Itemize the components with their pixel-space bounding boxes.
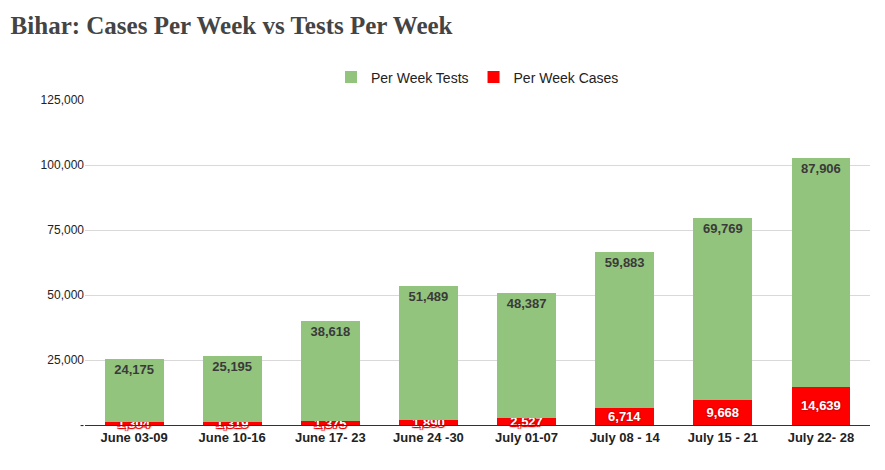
svg-text:July 22- 28: July 22- 28 (788, 430, 855, 445)
svg-text:June 10-16: June 10-16 (199, 430, 266, 445)
svg-text:Per Week Cases: Per Week Cases (514, 70, 619, 86)
svg-text:50,000: 50,000 (47, 288, 84, 302)
svg-text:59,883: 59,883 (605, 255, 645, 270)
svg-text:75,000: 75,000 (47, 223, 84, 237)
svg-text:100,000: 100,000 (41, 158, 85, 172)
svg-text:June 03-09: June 03-09 (100, 430, 167, 445)
svg-text:Bihar: Cases Per Week vs Tests: Bihar: Cases Per Week vs Tests Per Week (11, 12, 453, 39)
svg-text:1,319: 1,319 (216, 416, 249, 431)
svg-text:51,489: 51,489 (409, 289, 449, 304)
svg-text:1,890: 1,890 (412, 415, 445, 430)
svg-text:48,387: 48,387 (507, 296, 547, 311)
svg-text:24,175: 24,175 (114, 362, 154, 377)
svg-text:2,527: 2,527 (510, 414, 543, 429)
svg-text:69,769: 69,769 (703, 221, 743, 236)
svg-text:1,375: 1,375 (314, 416, 347, 431)
svg-text:6,714: 6,714 (608, 409, 641, 424)
svg-text:July 15 - 21: July 15 - 21 (688, 430, 758, 445)
svg-text:87,906: 87,906 (801, 161, 841, 176)
svg-text:Per Week Tests: Per Week Tests (371, 70, 469, 86)
svg-text:1,304: 1,304 (117, 416, 150, 431)
svg-text:38,618: 38,618 (310, 324, 350, 339)
svg-text:9,668: 9,668 (707, 405, 740, 420)
svg-text:-: - (80, 418, 84, 432)
svg-text:25,000: 25,000 (47, 353, 84, 367)
svg-text:July 01-07: July 01-07 (495, 430, 558, 445)
svg-text:125,000: 125,000 (41, 93, 85, 107)
svg-text:25,195: 25,195 (212, 359, 252, 374)
svg-text:June 24 -30: June 24 -30 (393, 430, 464, 445)
svg-text:14,639: 14,639 (801, 398, 841, 413)
svg-text:July 08 - 14: July 08 - 14 (590, 430, 661, 445)
svg-text:June 17- 23: June 17- 23 (295, 430, 366, 445)
